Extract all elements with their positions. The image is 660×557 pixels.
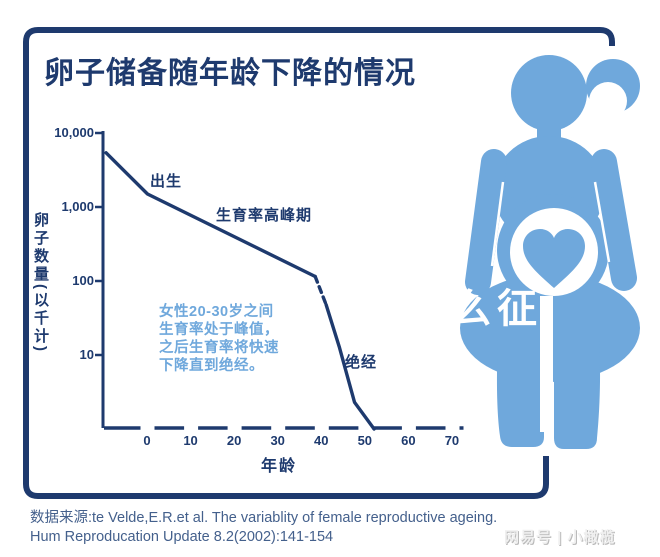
annotation-note: 女性20-30岁之间 生育率处于峰值， 之后生育率将快速 下降直到绝经。 <box>159 303 279 375</box>
x-tick-label: 30 <box>270 433 285 448</box>
x-tick-label: 0 <box>143 433 151 448</box>
x-tick-label: 20 <box>226 433 242 448</box>
x-axis-title: 年龄 <box>260 458 297 475</box>
figure-ponytail-cut <box>589 82 627 120</box>
border-frame <box>23 27 615 499</box>
x-tick-label: 40 <box>314 433 329 448</box>
egg-reserve-38-to-41-dashed <box>313 274 328 307</box>
egg-reserve-prenatal-to-38 <box>104 151 317 279</box>
figure-left-arm-separator <box>490 181 505 267</box>
heart-icon <box>523 229 585 288</box>
x-tick-label: 60 <box>401 433 416 448</box>
figure-head <box>511 55 587 131</box>
watermark-bottom-right: 网易号 | 小橄榄 <box>504 529 616 546</box>
y-tick-label: 1,000 <box>61 199 94 214</box>
page-title: 卵子储备随年龄下降的情况 <box>44 57 416 90</box>
x-tick-label: 70 <box>444 433 460 448</box>
x-tick-labels: 0 10 20 30 40 50 60 70 <box>130 433 469 448</box>
annotation-note-line: 之后生育率将快速 <box>159 340 279 356</box>
annotation-note-line: 下降直到绝经。 <box>159 358 264 374</box>
x-tick-label: 10 <box>183 433 198 448</box>
annotation-birth: 出生 <box>150 173 183 190</box>
annotation-fertility-peak: 生育率高峰期 <box>216 207 313 224</box>
y-tick-label: 10 <box>79 347 94 362</box>
figure-right-arm <box>591 149 637 291</box>
annotation-menopause: 绝经 <box>345 354 378 371</box>
egg-count-curve <box>104 151 376 431</box>
source-line-2: Hum Reproducation Update 8.2(2002):141-1… <box>30 529 334 545</box>
pregnant-woman-icon <box>460 55 640 449</box>
y-axis-title: 卵子数量(以千计) <box>32 212 49 354</box>
y-axis-tickmarks <box>95 131 104 357</box>
y-tick-label: 100 <box>72 273 94 288</box>
source-citation: 数据来源:te Velde,E.R.et al. The variablity … <box>30 509 497 547</box>
figure-left-arm <box>465 149 507 295</box>
x-tick-label: 50 <box>357 433 373 448</box>
annotation-note-line: 生育率处于峰值， <box>159 322 279 338</box>
annotation-note-line: 女性20-30岁之间 <box>159 304 274 320</box>
figure-left-leg <box>496 340 544 447</box>
figure-right-leg <box>554 340 601 449</box>
figure-right-arm-separator <box>593 181 611 263</box>
watermark-overlay-bar <box>540 296 553 432</box>
y-tick-label: 10,000 <box>54 125 94 140</box>
watermark-overlay-text: 么征 <box>451 287 543 331</box>
egg-reserve-41-to-menopause <box>324 302 376 431</box>
source-line-1: 数据来源:te Velde,E.R.et al. The variablity … <box>30 510 498 526</box>
